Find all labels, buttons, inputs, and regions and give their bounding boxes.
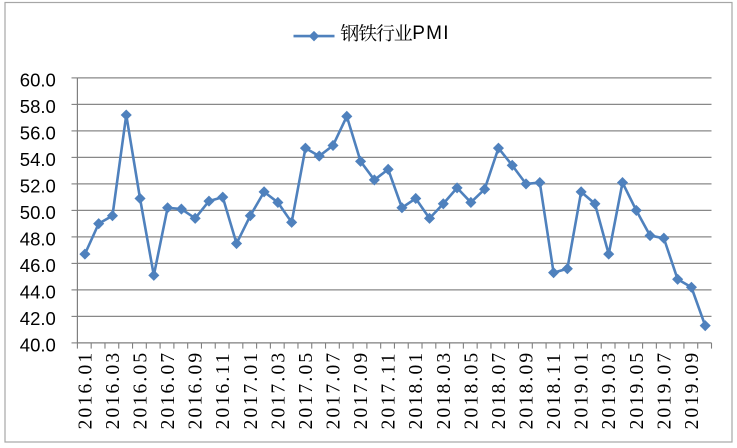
svg-text:2016.03: 2016.03 bbox=[103, 351, 124, 430]
svg-text:2018.05: 2018.05 bbox=[461, 351, 482, 430]
svg-text:2018.01: 2018.01 bbox=[406, 351, 427, 430]
svg-text:2018.09: 2018.09 bbox=[517, 351, 538, 430]
svg-text:46.0: 46.0 bbox=[20, 255, 56, 276]
svg-text:2017.09: 2017.09 bbox=[351, 351, 372, 430]
svg-text:2016.07: 2016.07 bbox=[158, 351, 179, 430]
svg-text:44.0: 44.0 bbox=[20, 282, 56, 303]
svg-text:40.0: 40.0 bbox=[20, 335, 56, 356]
svg-text:2018.11: 2018.11 bbox=[544, 351, 565, 429]
svg-text:60.0: 60.0 bbox=[20, 70, 56, 91]
svg-text:2016.01: 2016.01 bbox=[75, 351, 96, 430]
svg-text:42.0: 42.0 bbox=[20, 308, 56, 329]
svg-text:2018.03: 2018.03 bbox=[434, 351, 455, 430]
svg-text:2016.05: 2016.05 bbox=[131, 351, 152, 430]
svg-text:48.0: 48.0 bbox=[20, 229, 56, 250]
svg-text:2017.07: 2017.07 bbox=[324, 351, 345, 430]
svg-text:2016.09: 2016.09 bbox=[186, 351, 207, 430]
svg-text:50.0: 50.0 bbox=[20, 202, 56, 223]
svg-text:2017.11: 2017.11 bbox=[379, 351, 400, 429]
svg-text:2016.11: 2016.11 bbox=[213, 351, 234, 429]
svg-text:54.0: 54.0 bbox=[20, 149, 56, 170]
svg-text:2019.07: 2019.07 bbox=[654, 351, 675, 430]
svg-text:2019.03: 2019.03 bbox=[599, 351, 620, 430]
svg-text:2019.09: 2019.09 bbox=[682, 351, 703, 430]
svg-text:58.0: 58.0 bbox=[20, 96, 56, 117]
svg-text:2019.05: 2019.05 bbox=[627, 351, 648, 430]
svg-text:52.0: 52.0 bbox=[20, 176, 56, 197]
svg-text:2017.01: 2017.01 bbox=[241, 351, 262, 430]
svg-text:2017.03: 2017.03 bbox=[268, 351, 289, 430]
svg-text:56.0: 56.0 bbox=[20, 123, 56, 144]
svg-text:2018.07: 2018.07 bbox=[489, 351, 510, 430]
svg-text:2017.05: 2017.05 bbox=[296, 351, 317, 430]
svg-text:PMI: PMI bbox=[412, 23, 449, 44]
svg-text:2019.01: 2019.01 bbox=[572, 351, 593, 430]
